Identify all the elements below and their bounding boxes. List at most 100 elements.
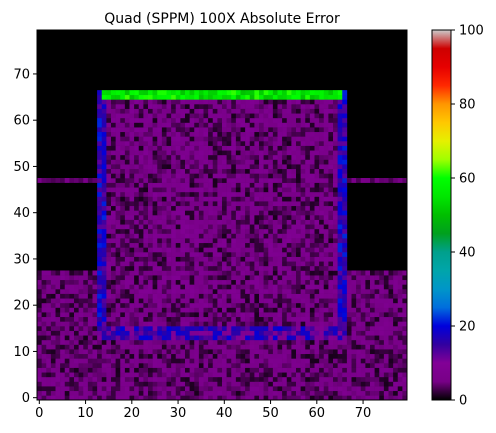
heatmap-cell bbox=[152, 90, 158, 96]
heatmap-cell bbox=[194, 358, 200, 364]
heatmap-cell bbox=[356, 312, 362, 318]
heatmap-cell bbox=[374, 293, 380, 299]
heatmap-cell bbox=[198, 372, 204, 378]
heatmap-cell bbox=[208, 307, 214, 313]
heatmap-cell bbox=[272, 99, 278, 105]
heatmap-cell bbox=[314, 247, 320, 253]
heatmap-cell bbox=[346, 316, 352, 322]
heatmap-cell bbox=[203, 372, 209, 378]
heatmap-cell bbox=[171, 312, 177, 318]
heatmap-cell bbox=[185, 99, 190, 105]
heatmap-cell bbox=[124, 201, 130, 207]
heatmap-cell bbox=[286, 104, 292, 109]
heatmap-cell bbox=[245, 131, 251, 137]
heatmap-cell bbox=[111, 302, 116, 308]
heatmap-cell bbox=[124, 321, 130, 327]
heatmap-cell bbox=[342, 293, 348, 299]
heatmap-cell bbox=[129, 372, 135, 378]
heatmap-cell bbox=[189, 358, 195, 364]
heatmap-cell bbox=[342, 94, 348, 100]
heatmap-cell bbox=[226, 127, 232, 133]
heatmap-cell bbox=[319, 205, 325, 211]
heatmap-cell bbox=[129, 187, 135, 193]
heatmap-cell bbox=[296, 131, 301, 137]
heatmap-cell bbox=[83, 381, 89, 387]
heatmap-cell bbox=[60, 344, 66, 350]
heatmap-cell bbox=[194, 196, 200, 202]
heatmap-cell bbox=[78, 386, 84, 392]
heatmap-cell bbox=[78, 178, 84, 183]
heatmap-cell bbox=[41, 289, 47, 294]
heatmap-cell bbox=[143, 127, 149, 133]
heatmap-cell bbox=[198, 228, 204, 234]
heatmap-cell bbox=[106, 335, 112, 341]
heatmap-cell bbox=[83, 367, 89, 373]
heatmap-cell bbox=[64, 376, 70, 382]
heatmap-cell bbox=[152, 353, 158, 359]
heatmap-cell bbox=[92, 270, 98, 276]
heatmap-cell bbox=[185, 376, 190, 382]
heatmap-cell bbox=[101, 113, 107, 119]
heatmap-cell bbox=[198, 90, 204, 96]
heatmap-cell bbox=[249, 127, 255, 133]
heatmap-cell bbox=[148, 307, 153, 313]
heatmap-cell bbox=[374, 275, 380, 281]
heatmap-cell bbox=[393, 367, 399, 373]
heatmap-cell bbox=[388, 339, 394, 345]
heatmap-cell bbox=[203, 94, 209, 100]
heatmap-cell bbox=[194, 247, 200, 253]
heatmap-cell bbox=[259, 99, 264, 105]
heatmap-cell bbox=[309, 201, 315, 207]
heatmap-cell bbox=[171, 182, 177, 188]
heatmap-cell bbox=[124, 173, 130, 179]
heatmap-cell bbox=[379, 307, 385, 313]
heatmap-cell bbox=[157, 187, 163, 193]
heatmap-cell bbox=[333, 275, 338, 281]
heatmap-cell bbox=[175, 330, 181, 336]
heatmap-cell bbox=[115, 141, 121, 146]
heatmap-cell bbox=[37, 178, 42, 183]
heatmap-cell bbox=[272, 150, 278, 156]
heatmap-cell bbox=[111, 358, 116, 364]
heatmap-cell bbox=[296, 150, 301, 156]
heatmap-cell bbox=[138, 335, 144, 341]
heatmap-cell bbox=[337, 247, 343, 253]
heatmap-cell bbox=[143, 136, 149, 142]
heatmap-cell bbox=[46, 390, 52, 396]
heatmap-cell bbox=[212, 145, 218, 151]
heatmap-cell bbox=[180, 330, 186, 336]
heatmap-cell bbox=[235, 372, 241, 378]
heatmap-cell bbox=[370, 298, 375, 304]
heatmap-cell bbox=[111, 381, 116, 387]
heatmap-cell bbox=[272, 307, 278, 313]
heatmap-cell bbox=[198, 191, 204, 197]
heatmap-cell bbox=[342, 307, 348, 313]
heatmap-cell bbox=[157, 312, 163, 318]
heatmap-cell bbox=[138, 154, 144, 160]
heatmap-cell bbox=[69, 326, 75, 331]
heatmap-cell bbox=[180, 131, 186, 137]
heatmap-cell bbox=[189, 316, 195, 322]
heatmap-cell bbox=[203, 298, 209, 304]
heatmap-cell bbox=[296, 196, 301, 202]
heatmap-cell bbox=[83, 279, 89, 285]
heatmap-cell bbox=[189, 284, 195, 290]
heatmap-cell bbox=[60, 363, 66, 368]
heatmap-cell bbox=[74, 326, 79, 331]
heatmap-cell bbox=[314, 117, 320, 123]
heatmap-cell bbox=[328, 127, 334, 133]
heatmap-cell bbox=[337, 349, 343, 355]
heatmap-cell bbox=[305, 168, 311, 174]
heatmap-cell bbox=[333, 145, 338, 151]
heatmap-cell bbox=[379, 381, 385, 387]
heatmap-cell bbox=[180, 344, 186, 350]
heatmap-cell bbox=[296, 201, 301, 207]
heatmap-cell bbox=[222, 205, 227, 211]
heatmap-cell bbox=[64, 302, 70, 308]
heatmap-cell bbox=[296, 210, 301, 216]
heatmap-cell bbox=[129, 326, 135, 331]
heatmap-cell bbox=[314, 196, 320, 202]
heatmap-cell bbox=[268, 159, 274, 165]
heatmap-cell bbox=[198, 117, 204, 123]
heatmap-cell bbox=[185, 201, 190, 207]
